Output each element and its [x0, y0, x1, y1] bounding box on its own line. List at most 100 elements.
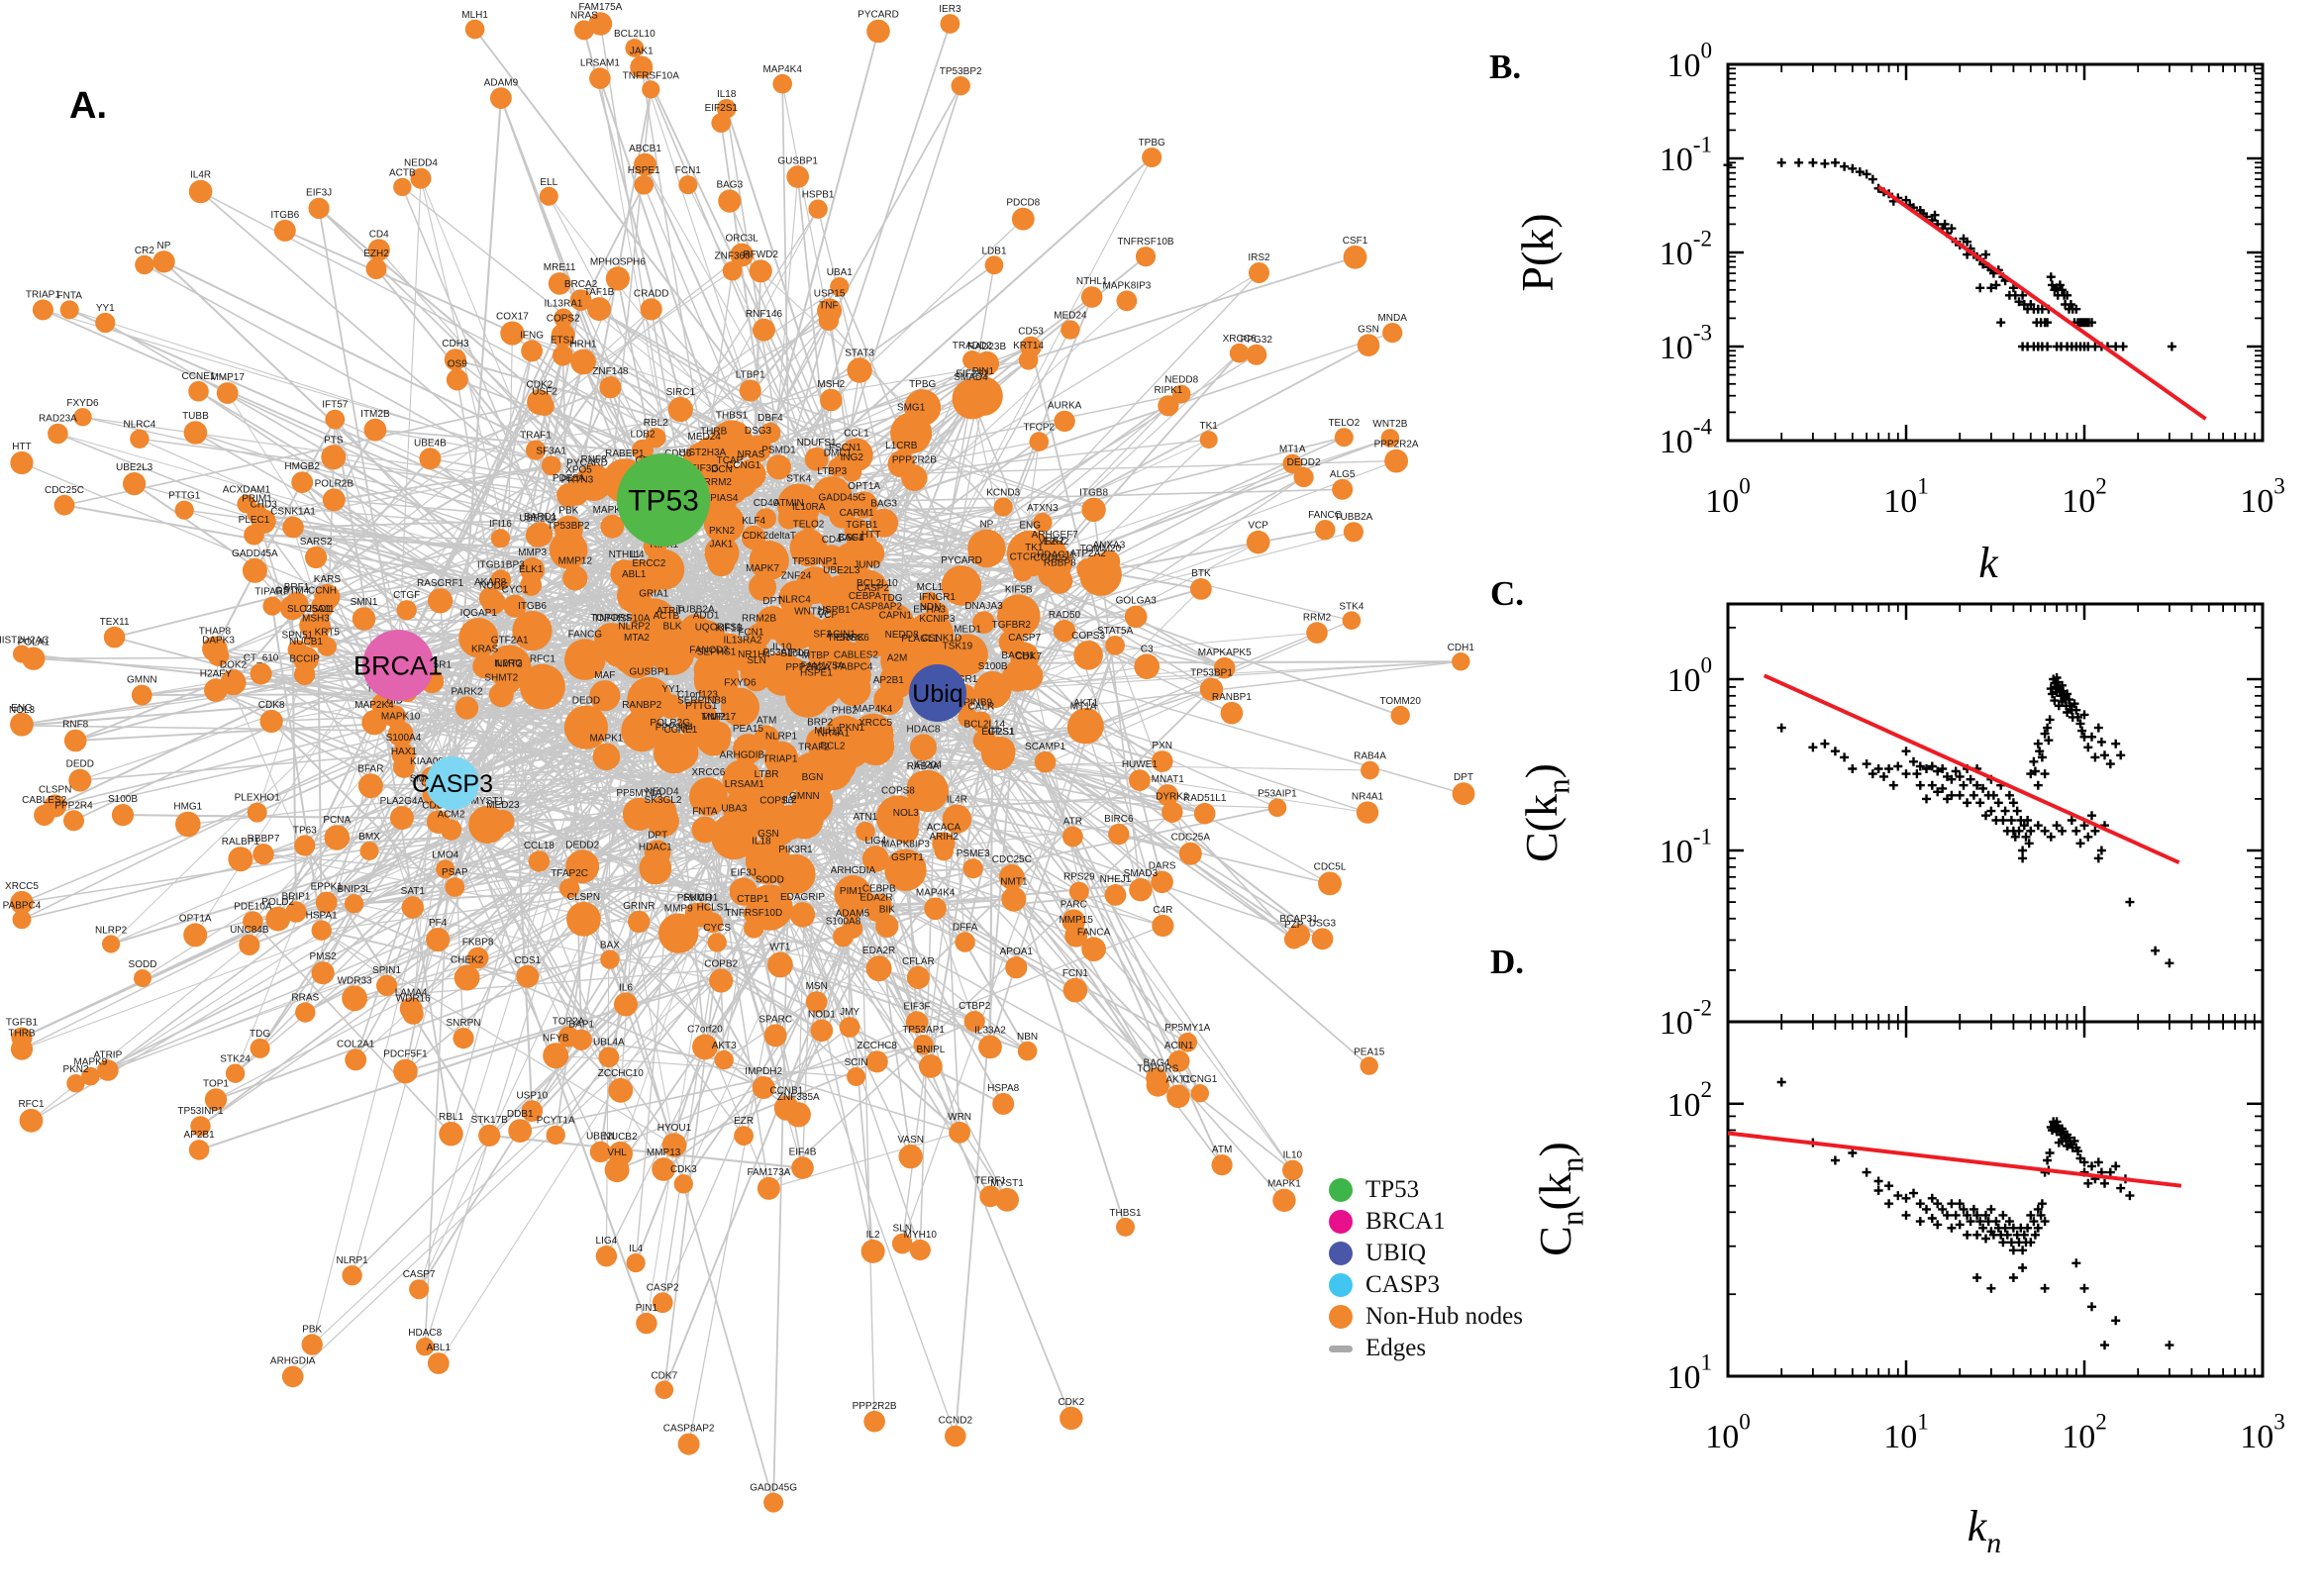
network-node[interactable] — [496, 668, 521, 693]
network-node[interactable] — [995, 1187, 1019, 1212]
hub-node-brca1[interactable] — [362, 630, 434, 701]
network-node[interactable] — [1081, 497, 1106, 522]
network-node[interactable] — [521, 340, 543, 362]
network-node[interactable] — [1129, 878, 1153, 902]
network-node[interactable] — [753, 318, 775, 342]
network-node[interactable] — [1002, 660, 1034, 692]
network-node[interactable] — [998, 630, 1025, 655]
network-node[interactable] — [741, 525, 766, 550]
network-node[interactable] — [1452, 652, 1470, 671]
network-node[interactable] — [791, 1156, 814, 1179]
network-node[interactable] — [190, 1116, 211, 1137]
network-node[interactable] — [472, 653, 497, 679]
network-node[interactable] — [820, 388, 843, 412]
network-node[interactable] — [887, 449, 916, 478]
network-node[interactable] — [1361, 760, 1379, 780]
network-node[interactable] — [554, 308, 573, 329]
network-node[interactable] — [321, 445, 347, 470]
network-node[interactable] — [130, 429, 150, 449]
network-node[interactable] — [963, 1011, 985, 1033]
network-node[interactable] — [707, 933, 727, 952]
network-node[interactable] — [875, 914, 899, 938]
network-node[interactable] — [1081, 937, 1106, 961]
network-node[interactable] — [984, 255, 1004, 275]
network-node[interactable] — [673, 1174, 693, 1194]
network-node[interactable] — [573, 20, 594, 41]
network-node[interactable] — [756, 508, 776, 530]
network-node[interactable] — [608, 1077, 634, 1103]
network-node[interactable] — [714, 1049, 734, 1070]
network-node[interactable] — [940, 14, 960, 34]
network-node[interactable] — [757, 1176, 780, 1200]
network-node[interactable] — [919, 614, 940, 636]
network-node[interactable] — [909, 1239, 931, 1261]
network-node[interactable] — [967, 529, 1006, 568]
network-node[interactable] — [718, 189, 742, 213]
network-node[interactable] — [830, 277, 850, 297]
network-node[interactable] — [103, 626, 126, 648]
network-node[interactable] — [842, 462, 862, 482]
network-node[interactable] — [32, 299, 53, 321]
network-node[interactable] — [913, 1035, 934, 1055]
network-node[interactable] — [428, 588, 454, 614]
network-node[interactable] — [1166, 1084, 1190, 1109]
network-node[interactable] — [941, 565, 982, 606]
network-node[interactable] — [658, 913, 699, 953]
network-node[interactable] — [652, 1157, 675, 1181]
network-node[interactable] — [188, 1140, 210, 1160]
network-node[interactable] — [285, 901, 307, 923]
network-node[interactable] — [315, 891, 338, 914]
network-node[interactable] — [559, 878, 580, 899]
network-node[interactable] — [1146, 1067, 1167, 1089]
network-node[interactable] — [63, 729, 87, 752]
network-node[interactable] — [111, 804, 135, 827]
network-node[interactable] — [521, 1100, 544, 1122]
network-node[interactable] — [677, 1433, 700, 1455]
network-node[interactable] — [722, 260, 743, 281]
network-node[interactable] — [621, 710, 663, 752]
network-node[interactable] — [1213, 656, 1236, 679]
network-node[interactable] — [835, 642, 870, 678]
network-node[interactable] — [311, 961, 335, 985]
network-node[interactable] — [704, 536, 740, 571]
network-node[interactable] — [1342, 611, 1362, 630]
network-node[interactable] — [839, 896, 863, 921]
network-node[interactable] — [851, 491, 878, 519]
network-node[interactable] — [592, 743, 621, 771]
network-node[interactable] — [387, 721, 414, 748]
network-node[interactable] — [491, 810, 515, 834]
network-node[interactable] — [19, 1108, 44, 1133]
network-node[interactable] — [1199, 677, 1224, 701]
network-node[interactable] — [174, 500, 194, 520]
network-node[interactable] — [891, 1233, 913, 1254]
network-node[interactable] — [1151, 870, 1173, 894]
network-node[interactable] — [808, 199, 828, 219]
network-node[interactable] — [810, 1019, 834, 1043]
network-node[interactable] — [204, 678, 228, 702]
network-node[interactable] — [861, 846, 889, 872]
network-node[interactable] — [305, 546, 328, 569]
network-node[interactable] — [777, 507, 800, 530]
network-node[interactable] — [1076, 558, 1099, 581]
network-node[interactable] — [945, 1425, 966, 1447]
network-node[interactable] — [570, 1029, 592, 1051]
network-node[interactable] — [650, 631, 695, 675]
network-node[interactable] — [745, 435, 771, 462]
network-node[interactable] — [322, 488, 346, 512]
network-node[interactable] — [973, 670, 1012, 709]
network-node[interactable] — [1105, 636, 1125, 655]
network-node[interactable] — [1282, 453, 1302, 474]
network-node[interactable] — [634, 152, 656, 176]
network-node[interactable] — [646, 428, 666, 449]
network-node[interactable] — [11, 1027, 33, 1048]
network-node[interactable] — [1390, 705, 1410, 726]
network-node[interactable] — [59, 300, 79, 320]
network-node[interactable] — [1062, 826, 1083, 848]
network-node[interactable] — [1356, 801, 1379, 824]
network-node[interactable] — [183, 421, 208, 445]
network-node[interactable] — [749, 259, 772, 283]
network-node[interactable] — [636, 1312, 657, 1335]
network-node[interactable] — [546, 1125, 565, 1146]
network-node[interactable] — [563, 705, 609, 749]
network-node[interactable] — [647, 804, 679, 838]
